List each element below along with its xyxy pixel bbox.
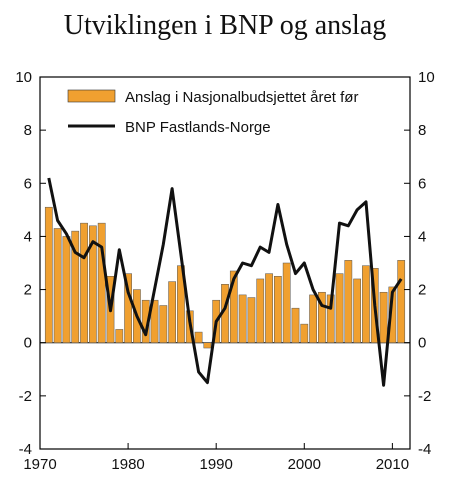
bar-1974 xyxy=(71,230,80,343)
line-series-bnp xyxy=(47,177,403,387)
y-tick-left-label: 8 xyxy=(24,122,32,139)
bar-1985 xyxy=(168,281,177,343)
bar-1971 xyxy=(44,206,53,343)
y-tick-right-label: 8 xyxy=(418,122,426,139)
y-tick-left-label: 2 xyxy=(24,282,32,299)
y-tick-left-label: -2 xyxy=(19,388,32,405)
y-tick-left-label: 0 xyxy=(24,335,32,352)
y-tick-right-label: 10 xyxy=(418,69,435,86)
bar-1989 xyxy=(203,342,212,349)
bar-1979 xyxy=(115,329,124,343)
bar-1996 xyxy=(265,273,273,343)
bar-1983 xyxy=(150,299,159,343)
y-tick-left-label: 10 xyxy=(15,69,32,86)
y-tick-left-label: 4 xyxy=(24,228,32,245)
y-tick-right-label: 6 xyxy=(418,175,426,192)
legend-swatch-bar xyxy=(67,89,116,103)
plot-frame xyxy=(39,76,411,450)
bar-2007 xyxy=(362,265,370,343)
bar-1977 xyxy=(97,222,106,343)
bar-1998 xyxy=(282,262,291,343)
x-axis: 1970 1980 1990 2000 2010 xyxy=(23,443,409,473)
bar-2005 xyxy=(344,260,353,343)
bar-1972 xyxy=(53,228,62,343)
x-tick-label: 2000 xyxy=(288,456,321,473)
bar-2006 xyxy=(353,278,362,343)
y-tick-right-label: 2 xyxy=(418,282,426,299)
bar-2000 xyxy=(300,323,309,343)
bar-1992 xyxy=(229,270,238,343)
legend-label-line: BNP Fastlands-Norge xyxy=(125,119,271,136)
y-tick-right-label: 0 xyxy=(418,335,426,352)
bar-2004 xyxy=(335,273,344,343)
bar-1988 xyxy=(194,331,203,343)
y-axis-left: -4 -2 0 2 4 6 8 10 xyxy=(15,69,46,458)
x-tick-label: 1980 xyxy=(111,456,144,473)
y-tick-right-label: 4 xyxy=(418,228,426,245)
bar-1975 xyxy=(80,222,88,343)
bar-1993 xyxy=(238,294,247,343)
bar-2002 xyxy=(318,291,326,343)
legend-label-bar: Anslag i Nasjonalbudsjettet året før xyxy=(125,89,358,106)
chart-title: Utviklingen i BNP og anslag xyxy=(63,10,387,41)
legend: Anslag i Nasjonalbudsjettet året før BNP… xyxy=(67,89,358,136)
bar-1984 xyxy=(159,305,168,343)
y-axis-right: -4 -2 0 2 4 6 8 10 xyxy=(404,69,435,458)
y-tick-left-label: 6 xyxy=(24,175,32,192)
bar-series xyxy=(44,206,406,349)
bar-1994 xyxy=(247,297,256,343)
bar-1995 xyxy=(256,278,265,343)
bar-2001 xyxy=(309,294,317,343)
bar-1999 xyxy=(291,307,300,343)
x-tick-label: 1990 xyxy=(200,456,233,473)
bar-2009 xyxy=(379,291,388,343)
x-tick-label: 1970 xyxy=(23,456,56,473)
bar-2011 xyxy=(397,260,406,343)
y-tick-right-label: -4 xyxy=(418,441,431,458)
y-tick-right-label: -2 xyxy=(418,388,431,405)
bar-1973 xyxy=(62,236,71,343)
bar-1980 xyxy=(124,273,132,343)
x-tick-label: 2010 xyxy=(376,456,409,473)
y-tick-left-label: -4 xyxy=(19,441,32,458)
bar-1976 xyxy=(88,225,97,343)
bar-1997 xyxy=(273,276,282,343)
